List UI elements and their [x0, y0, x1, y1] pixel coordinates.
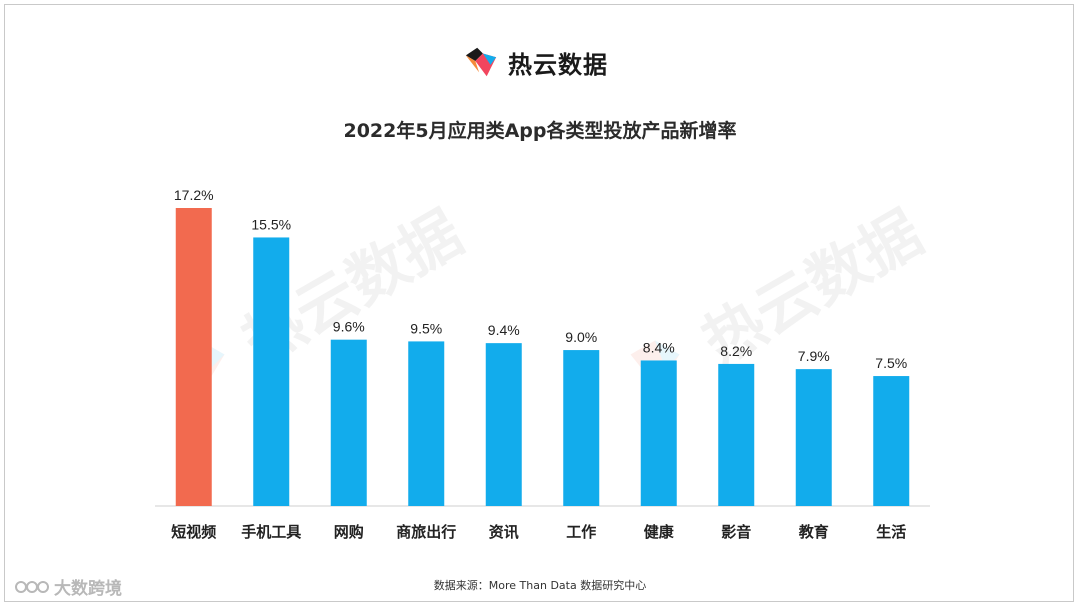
brand-name: 热云数据 — [508, 50, 608, 79]
bar-2 — [330, 339, 367, 506]
bar-3 — [408, 341, 445, 506]
corner-watermark: 大数跨境 — [14, 574, 122, 599]
bar-6 — [640, 360, 677, 506]
data-label-2: 9.6% — [333, 319, 365, 335]
brand-header: 热云数据 — [462, 44, 608, 80]
category-label-6: 健康 — [644, 523, 675, 541]
bar-4 — [485, 343, 522, 506]
category-label-0: 短视频 — [171, 523, 216, 541]
category-label-5: 工作 — [566, 523, 596, 541]
dashukuajing-logo-icon — [15, 580, 49, 593]
data-label-0: 17.2% — [174, 187, 214, 203]
category-label-4: 资讯 — [489, 523, 519, 541]
data-label-5: 9.0% — [565, 329, 597, 345]
data-label-7: 8.2% — [720, 343, 752, 359]
category-label-3: 商旅出行 — [396, 523, 456, 541]
data-label-1: 15.5% — [251, 216, 291, 232]
data-label-9: 7.5% — [875, 355, 907, 371]
data-label-3: 9.5% — [410, 320, 442, 336]
data-label-8: 7.9% — [798, 348, 830, 364]
data-label-4: 9.4% — [488, 322, 520, 338]
bar-9 — [873, 376, 910, 506]
bar-1 — [253, 237, 290, 506]
bar-0 — [175, 208, 212, 506]
category-label-9: 生活 — [876, 523, 906, 541]
corner-watermark-text: 大数跨境 — [54, 579, 122, 599]
data-source-note: 数据来源：More Than Data 数据研究中心 — [433, 579, 647, 592]
bar-5 — [563, 350, 600, 506]
category-label-1: 手机工具 — [241, 523, 301, 541]
data-label-6: 8.4% — [643, 339, 675, 355]
bar-7 — [718, 363, 755, 506]
chart-title: 2022年5月应用类App各类型投放产品新增率 — [343, 120, 737, 142]
bar-8 — [795, 369, 832, 506]
reyun-logo-icon — [465, 47, 497, 77]
category-label-7: 影音 — [721, 523, 751, 541]
category-label-8: 教育 — [798, 523, 829, 541]
category-label-2: 网购 — [334, 523, 364, 541]
